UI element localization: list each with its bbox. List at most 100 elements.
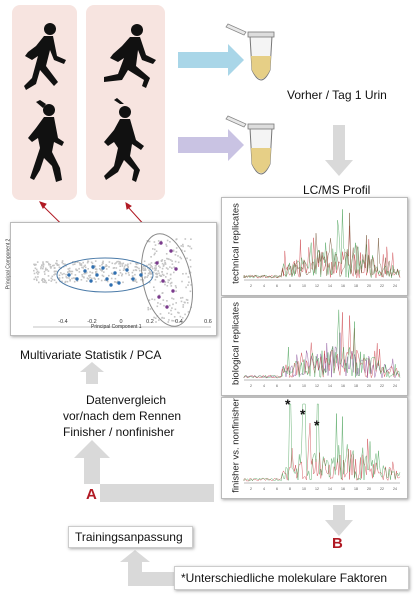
chromatogram-trace — [243, 422, 401, 482]
pca-cloud-point — [180, 300, 183, 303]
pca-cloud-point — [50, 266, 52, 268]
pca-cloud-point — [153, 298, 156, 301]
pca-cloud-point — [184, 313, 186, 316]
svg-text:12: 12 — [315, 487, 319, 491]
pca-cloud-point — [153, 289, 156, 292]
pca-cloud-point — [49, 263, 52, 266]
pca-cloud-point — [40, 267, 42, 270]
pca-cloud-point — [159, 266, 161, 269]
pca-cloud-point — [87, 278, 90, 280]
pca-cloud-point — [179, 256, 181, 259]
pca-cloud-point — [82, 261, 84, 264]
pca-cloud-point — [189, 271, 192, 274]
pca-cloud-point — [38, 281, 40, 284]
pca-cloud-point — [167, 268, 169, 270]
pca-point-after — [171, 289, 175, 293]
cluster-ellipse-after — [141, 233, 193, 327]
pca-cloud-point — [150, 276, 153, 279]
pca-cloud-point — [101, 270, 103, 272]
pca-cloud-point — [35, 278, 38, 280]
pca-cloud-point — [61, 261, 63, 264]
pca-cloud-point — [37, 276, 39, 278]
pca-cloud-point — [41, 279, 43, 281]
pca-cloud-point — [80, 263, 83, 265]
pca-cloud-point — [46, 268, 48, 271]
pca-cloud-point — [157, 270, 160, 272]
pca-cloud-point — [149, 263, 151, 266]
pca-cloud-point — [124, 268, 126, 271]
pca-cloud-point — [85, 280, 88, 282]
pca-cloud-point — [174, 260, 177, 263]
pca-cloud-point — [108, 261, 111, 263]
pca-cloud-point — [142, 265, 145, 268]
pca-cloud-point — [106, 280, 109, 283]
pca-cloud-point — [142, 267, 144, 270]
pca-cloud-point — [173, 316, 176, 318]
pca-cloud-point — [143, 260, 146, 263]
pca-cloud-point — [132, 269, 135, 272]
pca-cloud-point — [112, 267, 115, 269]
pca-cloud-point — [150, 273, 153, 275]
pca-cloud-point — [179, 321, 181, 323]
pca-cloud-point — [156, 273, 158, 275]
pca-cloud-point — [149, 273, 151, 275]
pca-cloud-point — [54, 267, 56, 269]
pca-point-before — [101, 266, 105, 270]
pca-point-before — [113, 271, 117, 275]
pca-cloud-point — [135, 262, 137, 264]
pca-cloud-point — [147, 267, 149, 269]
pca-cloud-point — [68, 269, 71, 272]
pca-cloud-point — [35, 263, 37, 266]
pca-cloud-point — [70, 270, 72, 273]
pca-cloud-point — [153, 241, 156, 243]
pca-cloud-point — [134, 280, 137, 282]
pca-cloud-point — [72, 261, 74, 263]
pca-cloud-point — [121, 265, 124, 267]
data-compare-line-2: vor/nach dem Rennen — [63, 409, 182, 423]
pca-cloud-point — [181, 317, 184, 319]
pca-point-before — [95, 273, 99, 277]
pca-scatter-svg: -0.4 -0.2 0 0.2 0.4 0.6 — [33, 233, 212, 328]
pca-cloud-point — [101, 269, 103, 271]
runner-icon — [24, 23, 66, 90]
pca-cloud-point — [169, 259, 172, 261]
pca-cloud-point — [57, 264, 60, 266]
svg-text:6: 6 — [276, 487, 278, 491]
pca-cloud-point — [119, 263, 122, 265]
pca-cloud-point — [116, 260, 118, 263]
pca-cloud-point — [154, 267, 156, 269]
pca-cloud-point — [118, 261, 121, 263]
svg-text:14: 14 — [328, 384, 332, 388]
pca-cloud-point — [166, 239, 169, 242]
pca-cloud-point — [153, 253, 156, 256]
factors-box: *Unterschiedliche molekulare Faktoren — [174, 566, 409, 590]
svg-text:18: 18 — [354, 487, 358, 491]
pca-cloud-point — [44, 273, 46, 275]
pca-cloud-point — [81, 266, 83, 269]
pca-cloud-point — [41, 278, 44, 280]
pca-cloud-point — [169, 282, 172, 285]
chromatogram-trace — [243, 209, 401, 279]
pca-point-before — [83, 269, 87, 273]
svg-text:10: 10 — [302, 284, 306, 288]
svg-text:24: 24 — [393, 284, 397, 288]
pca-cloud-point — [163, 304, 165, 307]
pca-cloud-point — [118, 263, 120, 265]
pca-cloud-point — [89, 274, 92, 277]
pca-cloud-point — [58, 278, 61, 281]
chromatogram-panel-finisher: finisher vs. nonfinisher 2 4 6 8 10 12 14 16 18 2… — [221, 396, 408, 499]
pca-cloud-point — [171, 307, 173, 309]
svg-text:8: 8 — [289, 284, 291, 288]
pca-cloud-point — [174, 254, 177, 256]
pca-cloud-point — [158, 294, 161, 296]
pca-cloud-point — [36, 270, 39, 273]
pca-cloud-point — [50, 267, 52, 269]
pca-cloud-point — [116, 281, 118, 284]
pca-cloud-point — [48, 279, 50, 281]
arrow-up-grey — [80, 362, 104, 384]
pca-cloud-point — [61, 273, 64, 276]
svg-text:16: 16 — [341, 487, 345, 491]
pca-cloud-point — [102, 275, 105, 278]
pca-points-before — [67, 265, 143, 287]
